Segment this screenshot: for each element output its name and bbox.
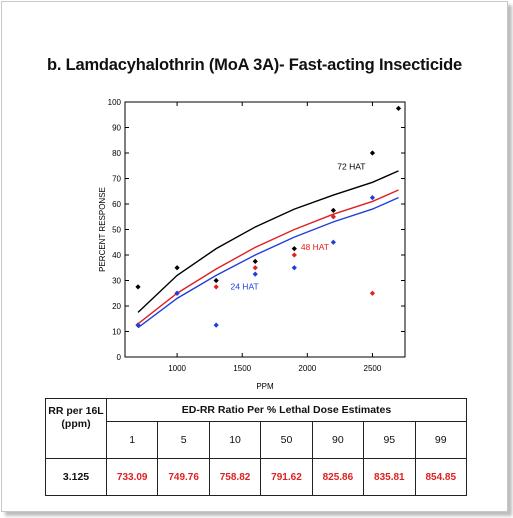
- rr-header-line2: (ppm): [61, 418, 91, 430]
- percentile-header: 1: [105, 421, 159, 459]
- ed-header: ED-RR Ratio Per % Lethal Dose Estimates: [106, 398, 467, 422]
- data-point: [291, 246, 297, 252]
- y-tick-label: 40: [112, 251, 121, 260]
- table-value: 835.81: [363, 458, 416, 496]
- percentile-header: 5: [157, 421, 210, 459]
- table-value: 854.85: [414, 458, 468, 496]
- percentile-header: 99: [414, 421, 468, 459]
- data-point: [252, 258, 258, 264]
- y-tick-label: 70: [112, 175, 121, 184]
- data-point: [135, 284, 141, 290]
- data-point: [213, 322, 219, 328]
- data-point: [213, 277, 219, 284]
- rr-header: RR per 16L (ppm): [45, 398, 107, 459]
- series-curve: [137, 189, 399, 325]
- y-tick-label: 60: [112, 200, 121, 209]
- table-value: 749.76: [157, 458, 210, 496]
- y-tick-label: 20: [112, 302, 121, 311]
- plot-area: [124, 101, 406, 358]
- data-point: [252, 265, 258, 271]
- data-point: [395, 105, 402, 111]
- x-tick-label: 1000: [168, 364, 186, 373]
- table-value: 758.82: [208, 458, 262, 496]
- series-label: 72 HAT: [337, 162, 365, 172]
- data-point: [174, 265, 180, 271]
- series-curve: [137, 196, 399, 329]
- data-point: [369, 150, 376, 156]
- y-tick-label: 30: [112, 277, 121, 286]
- table-value: 825.86: [311, 458, 365, 496]
- series-label: 48 HAT: [301, 242, 329, 252]
- data-point: [330, 207, 336, 213]
- y-tick-label: 100: [108, 98, 122, 107]
- data-point: [291, 265, 297, 271]
- chart-plot: 0 10 20 30 40 50 60 70 80 90 100 1000 1500 2000 2500 PP…: [98, 98, 406, 391]
- y-tick-label: 10: [112, 328, 121, 337]
- x-tick-label: 2000: [298, 364, 316, 373]
- data-point: [135, 322, 141, 328]
- data-point: [330, 239, 336, 245]
- data-point: [291, 252, 297, 258]
- y-axis-label: PERCENT RESPONSE: [98, 187, 107, 272]
- x-tick-label: 2500: [364, 364, 382, 373]
- data-point: [330, 214, 336, 220]
- table-value: 733.09: [105, 458, 159, 496]
- series-curve: [137, 170, 399, 313]
- data-point: [252, 271, 258, 277]
- series-label: 24 HAT: [230, 281, 258, 291]
- x-axis-label: PPM: [256, 382, 274, 391]
- table-value: 791.62: [260, 458, 313, 496]
- percentile-header: 50: [260, 421, 313, 459]
- row-label: 3.125: [45, 458, 107, 496]
- rr-header-line1: RR per 16L: [48, 405, 104, 417]
- percentile-header: 95: [363, 421, 416, 459]
- lethal-dose-table: RR per 16L (ppm) ED-RR Ratio Per % Letha…: [45, 398, 468, 496]
- y-tick-label: 0: [117, 353, 122, 362]
- data-point: [174, 290, 180, 296]
- percentile-header: 10: [208, 421, 262, 459]
- data-point: [369, 195, 376, 201]
- x-tick-label: 1500: [233, 364, 251, 373]
- y-tick-label: 90: [112, 124, 121, 133]
- percentile-header: 90: [311, 421, 365, 459]
- y-tick-label: 80: [112, 149, 121, 158]
- y-tick-label: 50: [112, 226, 121, 235]
- data-point: [369, 290, 376, 296]
- data-point: [213, 284, 219, 290]
- chart-title: b. Lamdacyhalothrin (MoA 3A)- Fast-actin…: [46, 56, 463, 74]
